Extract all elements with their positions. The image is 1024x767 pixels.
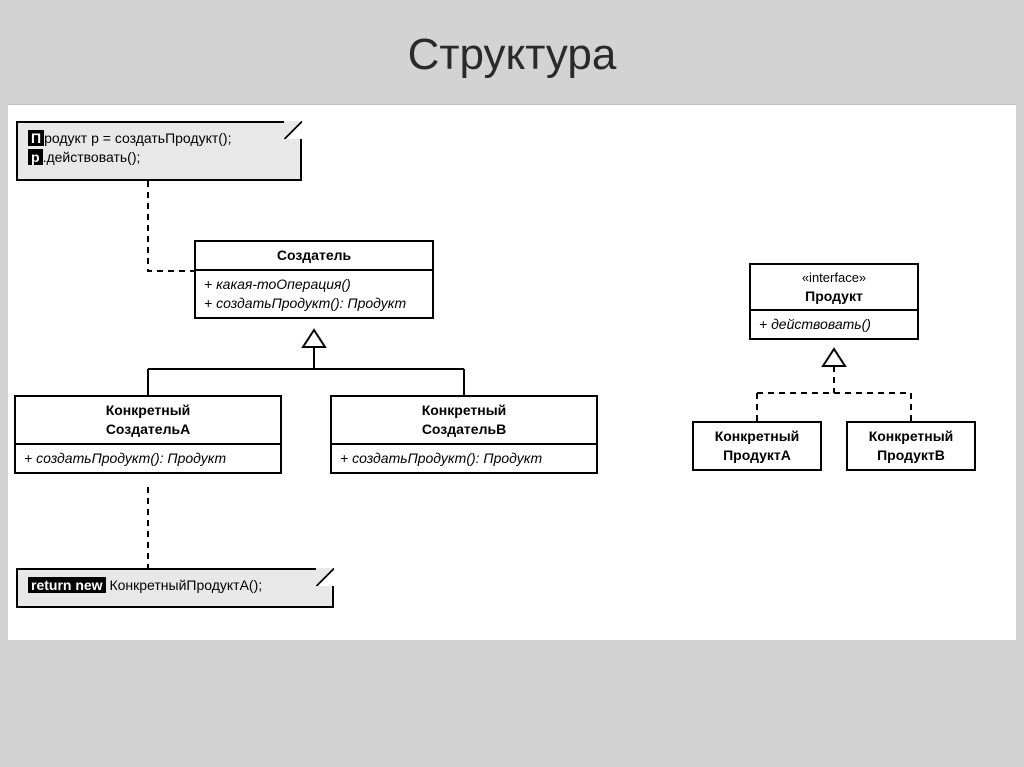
class-cpb-title-1: ПродуктB xyxy=(856,446,966,465)
class-concrete-product-a: Конкретный ПродуктA xyxy=(692,421,822,471)
class-concrete-creator-a: Конкретный СоздательA + создатьПродукт()… xyxy=(14,395,282,474)
class-ccb-title-1: СоздательB xyxy=(340,420,588,439)
class-cpa-title-1: ПродуктA xyxy=(702,446,812,465)
note-top-line-0: родукт p = создатьПродукт(); xyxy=(44,130,231,146)
class-cpb-title-0: Конкретный xyxy=(856,427,966,446)
class-cca-title-1: СоздательA xyxy=(24,420,272,439)
class-cpa-title-0: Конкретный xyxy=(702,427,812,446)
class-creator-op-0: + какая-тоОперация() xyxy=(204,275,424,294)
class-creator-title: Создатель xyxy=(196,242,432,271)
diagram-canvas: Продукт p = создатьПродукт(); p.действов… xyxy=(8,104,1016,640)
class-creator: Создатель + какая-тоОперация() + создать… xyxy=(194,240,434,319)
class-concrete-product-b: Конкретный ПродуктB xyxy=(846,421,976,471)
note-top-prefix-1: p xyxy=(28,149,43,165)
connectors xyxy=(8,105,1016,640)
note-top: Продукт p = создатьПродукт(); p.действов… xyxy=(16,121,302,181)
class-cca-title-0: Конкретный xyxy=(24,401,272,420)
page-title: Структура xyxy=(0,30,1024,80)
note-bottom: return new КонкретныйПродуктA(); xyxy=(16,568,334,608)
class-creator-op-1: + создатьПродукт(): Продукт xyxy=(204,294,424,313)
note-top-prefix-0: П xyxy=(28,130,44,146)
note-bottom-text: КонкретныйПродуктA(); xyxy=(106,577,263,593)
class-product-stereo: «interface» xyxy=(759,269,909,287)
class-concrete-creator-b: Конкретный СоздательB + создатьПродукт()… xyxy=(330,395,598,474)
class-ccb-op-0: + создатьПродукт(): Продукт xyxy=(340,449,588,468)
class-cca-op-0: + создатьПродукт(): Продукт xyxy=(24,449,272,468)
class-product: «interface» Продукт + действовать() xyxy=(749,263,919,340)
class-ccb-title-0: Конкретный xyxy=(340,401,588,420)
note-bottom-kw: return new xyxy=(28,577,106,593)
note-top-line-1: .действовать(); xyxy=(43,149,141,165)
class-product-title: Продукт xyxy=(759,287,909,306)
class-product-op-0: + действовать() xyxy=(759,315,909,334)
